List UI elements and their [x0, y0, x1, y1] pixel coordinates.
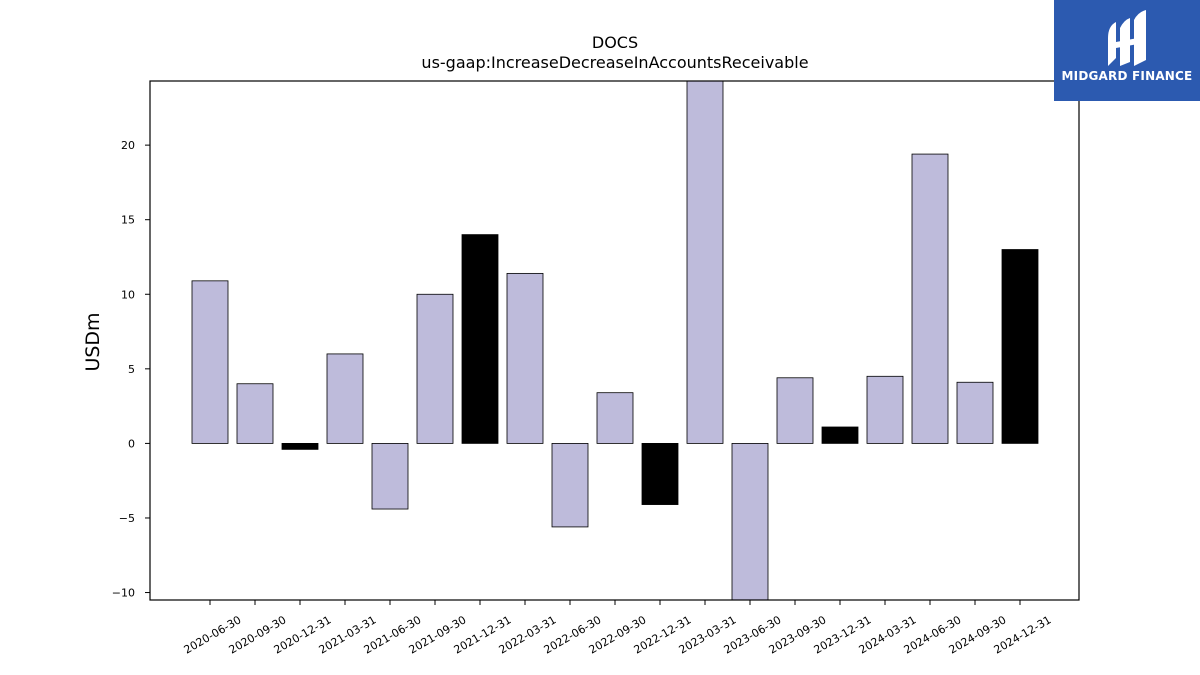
bars-group — [191, 80, 1039, 601]
y-tick-label: 0 — [128, 437, 135, 450]
x-ticks-group: 2020-06-302020-09-302020-12-312021-03-31… — [182, 600, 1054, 657]
bar-2022-06-30 — [551, 443, 589, 528]
bar-2024-09-30 — [956, 381, 994, 444]
y-ticks-group: −10 −5 0 5 10 15 20 — [112, 139, 150, 600]
bar-2020-12-31 — [281, 443, 319, 450]
chart-subtitle: us-gaap:IncreaseDecreaseInAccountsReceiv… — [421, 53, 808, 72]
y-tick-label: −10 — [112, 587, 135, 600]
bar-2021-12-31 — [461, 234, 499, 444]
plot-frame — [149, 80, 1080, 601]
bar-2020-09-30 — [236, 383, 274, 444]
bar-2021-03-31 — [326, 353, 364, 444]
midgard-logo-icon — [1108, 10, 1146, 66]
bar-2024-03-31 — [866, 375, 904, 444]
bar-2020-06-30 — [191, 280, 229, 444]
bar-2024-12-31 — [1001, 249, 1039, 444]
y-tick-label: −5 — [119, 512, 135, 525]
bar-2022-09-30 — [596, 392, 634, 444]
y-tick-label: 20 — [121, 139, 135, 152]
bar-2022-12-31 — [641, 443, 679, 505]
bar-2021-06-30 — [371, 443, 409, 510]
bar-2024-06-30 — [911, 153, 949, 444]
y-tick-label: 5 — [128, 363, 135, 376]
y-tick-label: 10 — [121, 288, 135, 301]
chart-title: DOCS — [592, 33, 638, 52]
bar-2023-06-30 — [731, 443, 769, 601]
bar-2023-09-30 — [776, 377, 814, 444]
bar-2022-03-31 — [506, 272, 544, 444]
bar-2023-12-31 — [821, 426, 859, 444]
brand-name: MIDGARD FINANCE — [1061, 69, 1193, 83]
bar-2023-03-31 — [686, 80, 724, 444]
y-tick-label: 15 — [121, 214, 135, 227]
bar-2021-09-30 — [416, 293, 454, 444]
brand-logo: MIDGARD FINANCE — [1054, 0, 1200, 101]
y-axis-label: USDm — [82, 312, 104, 371]
